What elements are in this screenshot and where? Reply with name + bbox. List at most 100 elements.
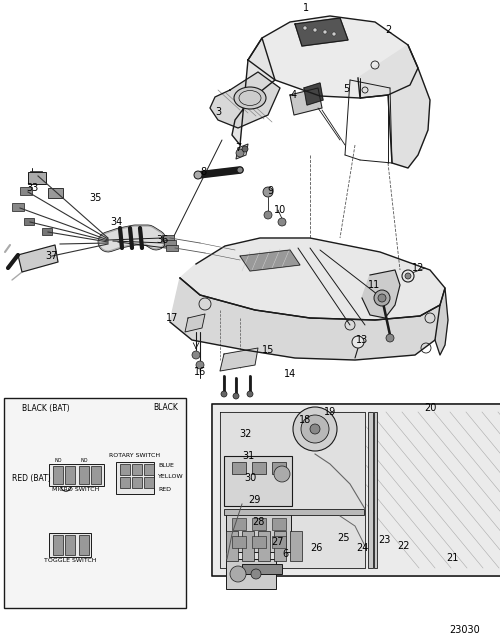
Bar: [24, 218, 34, 225]
Bar: [252, 462, 266, 474]
Bar: [28, 172, 46, 184]
Bar: [368, 412, 373, 568]
Polygon shape: [304, 83, 323, 105]
Text: BLUE: BLUE: [158, 463, 174, 468]
Bar: [53, 465, 63, 483]
Bar: [4, 398, 186, 608]
Circle shape: [352, 336, 364, 348]
Text: 21: 21: [446, 553, 458, 563]
Circle shape: [386, 334, 394, 342]
Circle shape: [192, 351, 200, 359]
Bar: [48, 188, 63, 198]
Text: 10: 10: [274, 205, 286, 215]
Polygon shape: [435, 288, 448, 355]
Bar: [232, 518, 246, 530]
Text: 26: 26: [310, 543, 322, 553]
Circle shape: [263, 187, 273, 197]
Bar: [242, 531, 254, 561]
Polygon shape: [210, 72, 280, 128]
Text: TOGGLE SWITCH: TOGGLE SWITCH: [44, 559, 96, 564]
Circle shape: [332, 32, 336, 36]
Polygon shape: [185, 314, 205, 332]
Text: 25: 25: [338, 533, 350, 543]
Circle shape: [196, 361, 204, 369]
Polygon shape: [180, 238, 445, 320]
Bar: [274, 531, 286, 561]
Polygon shape: [220, 348, 258, 371]
Bar: [132, 476, 142, 488]
Text: MICRO SWITCH: MICRO SWITCH: [52, 487, 100, 492]
Circle shape: [274, 466, 290, 482]
Circle shape: [301, 415, 329, 443]
Text: 9: 9: [267, 186, 273, 196]
Bar: [224, 509, 364, 515]
Text: 8: 8: [200, 167, 206, 177]
Bar: [79, 535, 89, 555]
Text: 22: 22: [398, 541, 410, 551]
Bar: [144, 464, 154, 474]
Text: 5: 5: [343, 84, 349, 94]
Bar: [272, 536, 286, 548]
Polygon shape: [290, 88, 322, 115]
Polygon shape: [232, 38, 275, 145]
Circle shape: [405, 273, 411, 279]
Circle shape: [323, 30, 327, 34]
Text: 23: 23: [378, 535, 390, 545]
Text: 37: 37: [46, 251, 58, 261]
Circle shape: [378, 294, 386, 302]
Bar: [91, 465, 101, 483]
Bar: [252, 518, 266, 530]
Polygon shape: [170, 278, 440, 360]
Polygon shape: [295, 18, 348, 46]
Bar: [258, 531, 270, 561]
Bar: [272, 462, 286, 474]
Text: 23030: 23030: [449, 625, 480, 635]
Bar: [120, 476, 130, 488]
Bar: [116, 462, 154, 494]
Text: 32: 32: [240, 429, 252, 439]
Polygon shape: [358, 45, 430, 168]
Bar: [132, 464, 142, 474]
Text: 7: 7: [235, 143, 241, 153]
Text: 11: 11: [368, 280, 380, 290]
Text: ROTARY SWITCH: ROTARY SWITCH: [110, 453, 160, 458]
Text: BLACK (BAT): BLACK (BAT): [22, 404, 70, 413]
Text: 3: 3: [215, 107, 221, 117]
Bar: [30, 171, 42, 179]
Circle shape: [293, 407, 337, 451]
Bar: [252, 536, 266, 548]
Text: RED: RED: [158, 487, 171, 492]
Bar: [53, 535, 63, 555]
Circle shape: [310, 424, 320, 434]
Bar: [65, 465, 75, 483]
Circle shape: [194, 171, 202, 179]
Text: 33: 33: [26, 183, 38, 193]
Bar: [12, 203, 24, 211]
Text: 12: 12: [412, 263, 424, 273]
Text: 17: 17: [166, 313, 178, 323]
Circle shape: [242, 146, 248, 152]
Bar: [49, 533, 91, 557]
Circle shape: [251, 569, 261, 579]
Bar: [232, 536, 246, 548]
Circle shape: [313, 28, 317, 32]
Bar: [224, 456, 292, 506]
Bar: [164, 240, 176, 246]
Text: 18: 18: [299, 415, 311, 425]
Text: 2: 2: [385, 25, 391, 35]
Polygon shape: [236, 144, 248, 159]
Bar: [162, 235, 174, 241]
Bar: [374, 412, 377, 568]
Text: 30: 30: [244, 473, 256, 483]
Text: 27: 27: [272, 537, 284, 547]
Text: 34: 34: [110, 217, 122, 227]
Circle shape: [303, 26, 307, 30]
Bar: [49, 464, 104, 485]
Text: RED (BAT): RED (BAT): [12, 474, 51, 483]
Polygon shape: [248, 16, 418, 98]
Bar: [272, 518, 286, 530]
Bar: [20, 187, 32, 195]
Circle shape: [374, 290, 390, 306]
Text: 19: 19: [324, 407, 336, 417]
Polygon shape: [220, 412, 365, 568]
